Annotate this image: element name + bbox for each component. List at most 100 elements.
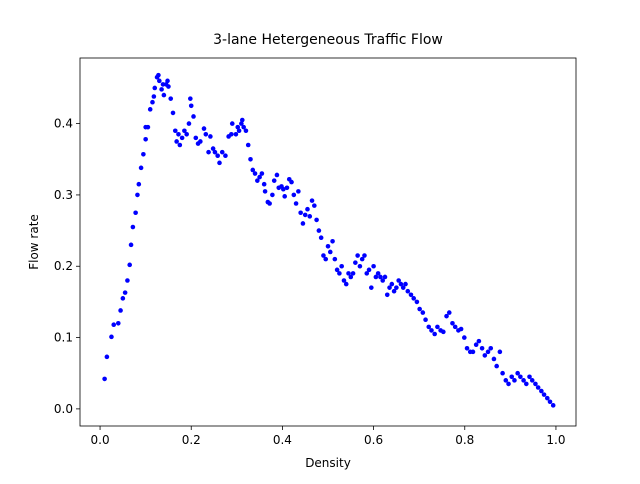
- scatter-point: [494, 363, 499, 369]
- scatter-point: [470, 349, 476, 355]
- scatter-point: [302, 212, 308, 218]
- scatter-point: [267, 201, 272, 206]
- scatter-point: [394, 285, 399, 290]
- scatter-point: [387, 285, 392, 290]
- scatter-point: [166, 84, 171, 89]
- scatter-point: [509, 374, 515, 380]
- scatter-point: [150, 99, 155, 105]
- scatter-point: [403, 281, 408, 287]
- scatter-point: [488, 345, 494, 351]
- scatter-point: [527, 374, 532, 380]
- scatter-point: [346, 271, 351, 276]
- y-tick-label: 0.1: [54, 331, 73, 345]
- scatter-point: [391, 288, 397, 294]
- scatter-point: [191, 114, 196, 119]
- scatter-point: [179, 135, 185, 141]
- scatter-point: [535, 385, 541, 390]
- scatter-point: [350, 271, 356, 276]
- scatter-point: [174, 139, 179, 144]
- scatter-point: [497, 349, 503, 355]
- scatter-point: [159, 87, 164, 92]
- scatter-point: [364, 271, 370, 276]
- scatter-point: [135, 192, 140, 198]
- scatter-point: [176, 132, 181, 137]
- scatter-point: [136, 181, 142, 187]
- scatter-point: [518, 374, 523, 380]
- x-axis-label: Density: [305, 456, 351, 470]
- scatter-point: [120, 296, 126, 301]
- scatter-point: [450, 321, 455, 326]
- scatter-point: [529, 378, 535, 383]
- scatter-point: [408, 292, 414, 298]
- scatter-point: [229, 132, 234, 137]
- scatter-point: [151, 94, 157, 99]
- scatter-point: [104, 354, 110, 360]
- scatter-point: [473, 342, 479, 347]
- scatter-point: [353, 260, 358, 265]
- scatter-point: [321, 253, 326, 258]
- scatter-point: [384, 292, 390, 298]
- scatter-point: [485, 349, 491, 355]
- scatter-point: [243, 128, 249, 134]
- scatter-point: [296, 189, 301, 194]
- scatter-point: [355, 253, 360, 258]
- scatter-point: [533, 381, 538, 387]
- scatter-point: [512, 378, 517, 383]
- scatter-point: [229, 121, 235, 126]
- scatter-point: [168, 96, 174, 101]
- scatter-point: [241, 124, 246, 130]
- scatter-point: [462, 335, 467, 340]
- scatter-point: [550, 403, 556, 408]
- scatter-point: [147, 107, 153, 112]
- scatter-point: [152, 85, 158, 91]
- scatter-point: [252, 171, 258, 176]
- scatter-point: [127, 262, 132, 268]
- scatter-point: [291, 192, 297, 198]
- scatter-point: [375, 271, 381, 276]
- scatter-point: [193, 135, 199, 141]
- scatter-point: [362, 253, 367, 258]
- scatter-point: [165, 78, 170, 84]
- scatter-point: [405, 288, 411, 294]
- scatter-point: [414, 299, 420, 305]
- scatter-point: [341, 278, 347, 283]
- x-tick-label: 0.0: [91, 433, 110, 447]
- scatter-point: [309, 198, 315, 203]
- scatter-point: [157, 78, 162, 84]
- scatter-point: [300, 221, 306, 226]
- scatter-point: [138, 165, 144, 171]
- scatter-point: [182, 128, 187, 134]
- scatter-point: [521, 378, 526, 383]
- scatter-point: [357, 263, 363, 269]
- scatter-point: [156, 72, 161, 78]
- scatter-point: [479, 345, 485, 351]
- scatter-point: [359, 256, 365, 262]
- scatter-point: [380, 278, 386, 283]
- scatter-point: [337, 271, 342, 276]
- scatter-point: [255, 178, 260, 183]
- scatter-point: [282, 194, 287, 199]
- chart-title: 3-lane Hetergeneous Traffic Flow: [213, 32, 443, 48]
- scatter-point: [184, 132, 189, 137]
- scatter-point: [426, 324, 432, 330]
- scatter-point: [215, 153, 220, 159]
- scatter-point: [343, 281, 349, 287]
- scatter-point: [314, 217, 319, 223]
- scatter-point: [177, 142, 183, 148]
- scatter-point: [452, 324, 458, 330]
- scatter-point: [203, 132, 209, 137]
- scatter-point: [102, 376, 107, 382]
- scatter-point: [312, 203, 317, 208]
- scatter-point: [170, 110, 176, 116]
- scatter-point: [274, 172, 280, 178]
- scatter-point: [371, 263, 376, 269]
- scatter-point: [547, 399, 553, 405]
- scatter-point: [417, 306, 422, 312]
- scatter-point: [217, 160, 222, 166]
- scatter-point: [503, 378, 509, 383]
- scatter-point: [515, 370, 520, 376]
- scatter-point: [435, 324, 440, 330]
- scatter-point: [541, 392, 547, 397]
- scatter-point: [206, 149, 211, 155]
